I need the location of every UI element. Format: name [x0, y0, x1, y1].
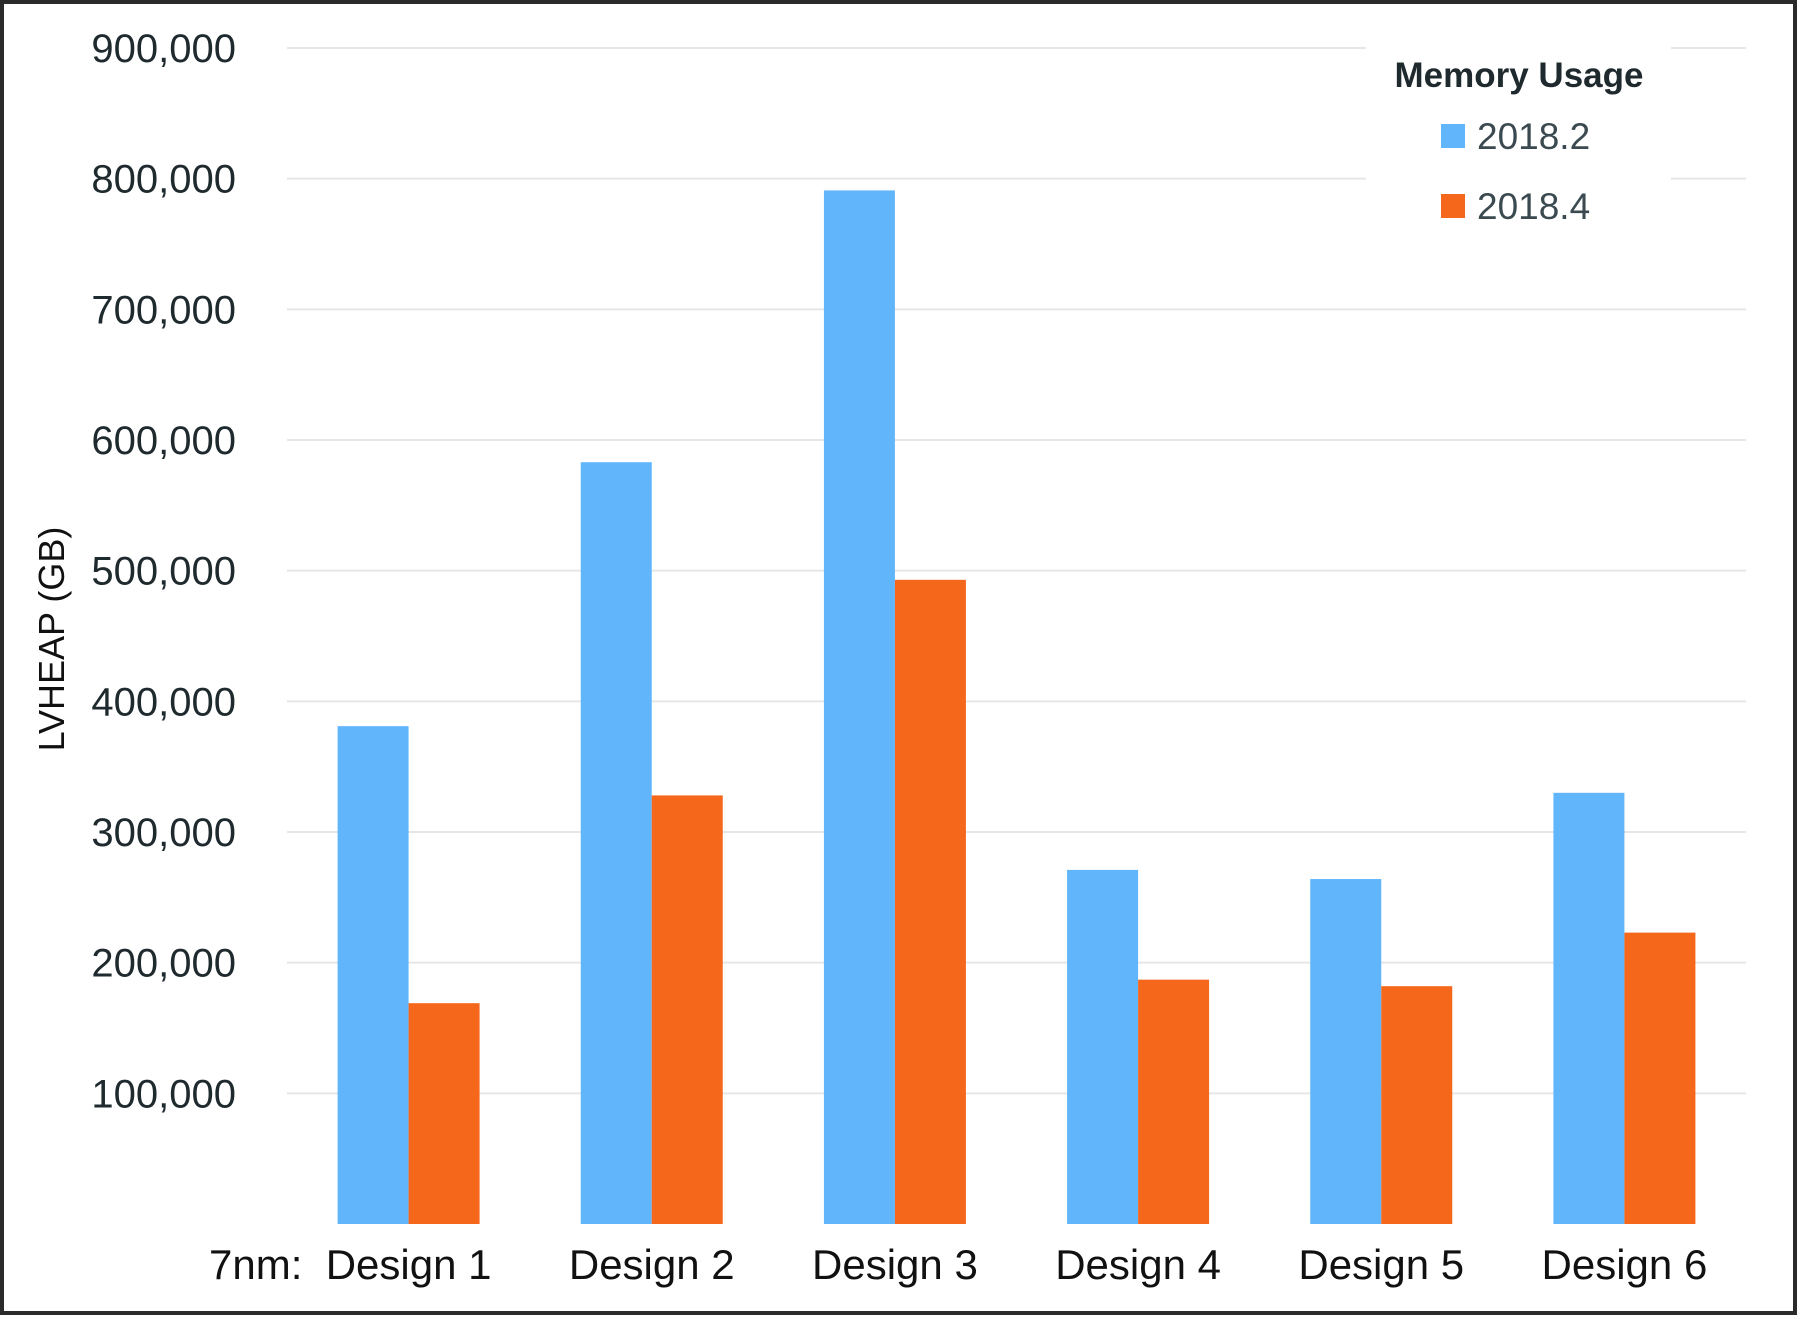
bar-2018-4-design-1 — [408, 1003, 480, 1224]
x-category-label: Design 5 — [1298, 1241, 1464, 1288]
y-axis-ticks: 100,000 200,000 300,000 400,000 500,000 600,0… — [91, 27, 236, 1116]
y-tick-label: 100,000 — [91, 1072, 236, 1116]
x-category-label: Design 6 — [1542, 1241, 1708, 1288]
bar-2018-2-design-4 — [1067, 869, 1139, 1224]
bar-2018-4-design-4 — [1138, 979, 1210, 1224]
y-axis-title: LVHEAP (GB) — [31, 527, 72, 752]
legend-swatch — [1441, 124, 1465, 148]
y-tick-label: 300,000 — [91, 811, 236, 855]
category-prefix-label: 7nm: — [209, 1241, 302, 1288]
y-tick-label: 400,000 — [91, 680, 236, 724]
y-tick-label: 700,000 — [91, 288, 236, 332]
legend-background — [1366, 34, 1671, 234]
x-axis-categories: 7nm: Design 1 Design 2 Design 3 Design 4 Des… — [209, 1241, 1707, 1288]
bar-2018-4-design-2 — [651, 795, 723, 1224]
y-tick-label: 200,000 — [91, 942, 236, 986]
legend-swatch — [1441, 194, 1465, 218]
legend: Memory Usage 2018.2 2018.4 — [1366, 34, 1671, 234]
bar-2018-4-design-6 — [1624, 932, 1696, 1224]
y-tick-label: 900,000 — [91, 27, 236, 71]
legend-items: 2018.2 2018.4 — [1441, 116, 1590, 227]
x-category-label: Design 2 — [569, 1241, 735, 1288]
bar-2018-4-design-3 — [894, 579, 966, 1224]
x-category-label: Design 4 — [1055, 1241, 1221, 1288]
bar-chart: 100,000 200,000 300,000 400,000 500,000 600,0… — [31, 27, 1746, 1288]
bar-2018-2-design-6 — [1553, 792, 1625, 1224]
y-tick-label: 600,000 — [91, 419, 236, 463]
x-category-label: Design 3 — [812, 1241, 978, 1288]
legend-title: Memory Usage — [1395, 56, 1644, 95]
legend-label: 2018.4 — [1477, 186, 1590, 227]
bar-2018-2-design-3 — [823, 190, 895, 1225]
bar-2018-2-design-5 — [1310, 879, 1382, 1224]
bar-2018-4-design-5 — [1381, 986, 1453, 1224]
x-category-label: Design 1 — [326, 1241, 492, 1288]
gridlines — [287, 47, 1746, 1095]
y-tick-label: 800,000 — [91, 158, 236, 202]
y-tick-label: 500,000 — [91, 550, 236, 594]
bars — [337, 190, 1696, 1225]
bar-2018-2-design-1 — [337, 726, 409, 1224]
bar-2018-2-design-2 — [580, 462, 652, 1224]
legend-label: 2018.2 — [1477, 116, 1590, 157]
